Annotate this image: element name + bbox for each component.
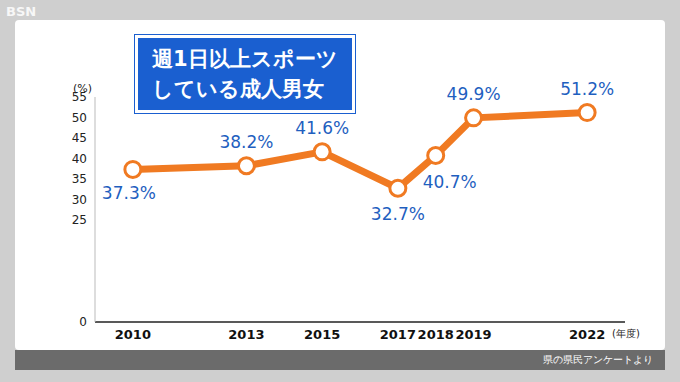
svg-text:30: 30	[72, 193, 87, 207]
svg-text:32.7%: 32.7%	[371, 204, 425, 224]
html-text:BSN: BSN	[6, 4, 37, 19]
svg-text:50: 50	[72, 111, 87, 125]
svg-text:2022: 2022	[569, 327, 605, 342]
svg-text:55: 55	[71, 90, 87, 105]
svg-text:2013: 2013	[228, 327, 264, 342]
svg-text:2015: 2015	[304, 327, 340, 342]
svg-text:2017: 2017	[380, 327, 416, 342]
svg-text:40: 40	[72, 152, 87, 166]
svg-text:25: 25	[72, 213, 87, 227]
svg-text:38.2%: 38.2%	[219, 132, 273, 152]
svg-text:37.3%: 37.3%	[102, 183, 156, 203]
svg-text:0: 0	[79, 315, 87, 329]
html-text:している成人男女: している成人男女	[152, 77, 324, 101]
svg-text:40.7%: 40.7%	[423, 172, 477, 192]
html-text:(年度): (年度)	[612, 328, 640, 339]
svg-text:2010: 2010	[115, 327, 151, 342]
svg-text:41.6%: 41.6%	[295, 118, 349, 138]
svg-text:51.2%: 51.2%	[560, 79, 614, 99]
svg-text:2019: 2019	[455, 327, 491, 342]
svg-text:49.9%: 49.9%	[447, 84, 501, 104]
html-text:週1日以上スポーツ: 週1日以上スポーツ	[152, 47, 338, 71]
html-text:県の県民アンケートより: 県の県民アンケートより	[543, 354, 653, 365]
svg-text:2018: 2018	[418, 327, 454, 342]
svg-text:45: 45	[72, 131, 87, 145]
svg-text:35: 35	[72, 172, 87, 186]
